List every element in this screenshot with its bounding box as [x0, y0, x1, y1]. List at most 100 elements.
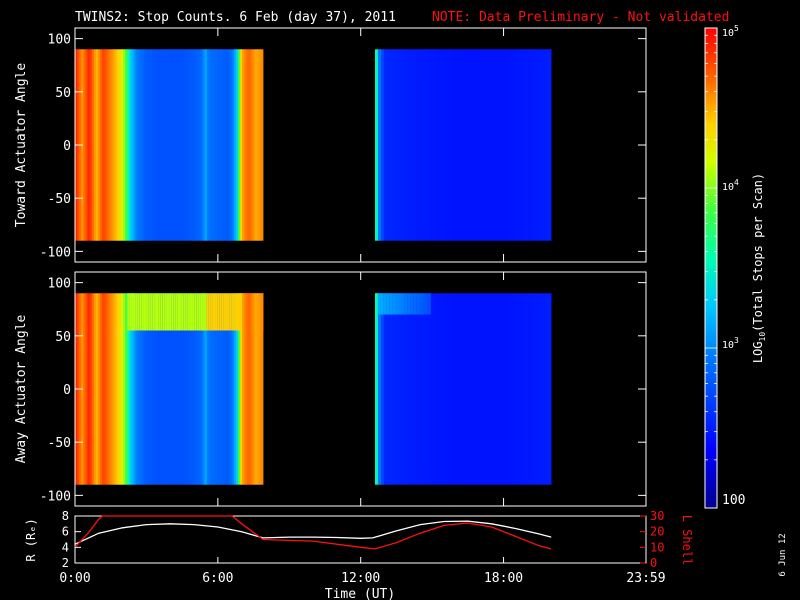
colorbar-tick-1e4: 104	[722, 178, 739, 193]
heatmap-cell	[229, 49, 233, 241]
heatmap-cell	[252, 293, 256, 331]
heatmap-cell	[89, 49, 93, 241]
heatmap-cell	[433, 293, 437, 485]
heatmap-cell	[204, 293, 207, 485]
heatmap-cell	[242, 49, 245, 241]
orbit-lines	[74, 515, 552, 550]
heatmap-cell	[192, 293, 195, 485]
heatmap-cell	[545, 293, 549, 485]
heatmap-cell	[200, 293, 203, 485]
heatmap-cell	[407, 49, 411, 241]
y-tick-label: 50	[55, 330, 71, 345]
heatmap-cell	[185, 293, 189, 485]
heatmap-cell	[501, 293, 505, 485]
heatmap-cell	[483, 49, 487, 241]
heatmap-cell	[380, 293, 385, 485]
y-tick-label: -100	[40, 245, 71, 260]
heatmap-cell	[152, 49, 155, 241]
heatmap-cell	[539, 49, 543, 241]
heatmap-cell	[407, 293, 411, 485]
x-tick-label: 0:00	[59, 571, 90, 586]
heatmap-cell	[246, 293, 249, 485]
heatmap-cell	[141, 293, 145, 331]
heatmap-cell	[171, 293, 174, 485]
heatmap-cell	[120, 49, 124, 241]
heatmap-cell	[116, 49, 120, 241]
heatmap-cell	[91, 293, 95, 485]
heatmap-cell	[179, 293, 182, 485]
heatmap-cell	[254, 293, 258, 331]
heatmap-cell	[386, 49, 390, 241]
heatmap-cell	[254, 293, 258, 485]
heatmap-cell	[545, 49, 549, 241]
heatmap-cell	[148, 293, 151, 485]
heatmap-cell	[139, 293, 143, 331]
heatmap-cell	[515, 49, 520, 241]
heatmap-cell	[463, 293, 467, 485]
heatmap-cell	[380, 293, 385, 315]
heatmap-cell	[244, 293, 247, 485]
heatmap-cell	[194, 293, 197, 485]
heatmap-cell	[427, 293, 432, 315]
heatmap-cell	[492, 293, 496, 485]
heatmap-cell	[466, 293, 470, 485]
heatmap-cell	[250, 49, 253, 241]
heatmap-cell	[515, 293, 520, 485]
heatmap-cell	[181, 293, 184, 485]
heatmap-cell	[200, 293, 203, 331]
heatmap-cell	[427, 293, 432, 485]
heatmap-cell	[389, 49, 393, 241]
heatmap-cell	[93, 293, 97, 485]
toward-angle-heatmap	[75, 49, 552, 241]
heatmap-cell	[498, 49, 502, 241]
heatmap-cell	[152, 293, 155, 331]
y-tick-label: 100	[48, 33, 71, 48]
heatmap-cell	[181, 293, 184, 331]
heatmap-cell	[392, 293, 396, 485]
heatmap-cell	[536, 49, 540, 241]
x-tick-label: 18:00	[484, 571, 523, 586]
heatmap-cell	[162, 293, 166, 331]
heatmap-cell	[233, 293, 237, 485]
heatmap-cell	[238, 293, 241, 485]
heatmap-cell	[419, 293, 423, 485]
heatmap-cell	[139, 293, 143, 485]
heatmap-cell	[392, 293, 396, 315]
heatmap-cell	[135, 293, 138, 331]
time-xlabel: Time (UT)	[325, 587, 395, 600]
heatmap-cell	[474, 293, 479, 485]
heatmap-cell	[507, 293, 511, 485]
heatmap-cell	[419, 293, 423, 315]
heatmap-cell	[430, 293, 435, 485]
heatmap-cell	[200, 49, 203, 241]
heatmap-cell	[204, 49, 207, 241]
heatmap-cell	[410, 293, 414, 485]
heatmap-cell	[137, 293, 141, 485]
heatmap-cell	[162, 293, 166, 485]
heatmap-cell	[254, 49, 258, 241]
heatmap-cell	[185, 293, 189, 331]
heatmap-cell	[258, 49, 262, 241]
heatmap-cell	[123, 293, 126, 485]
heatmap-cell	[175, 293, 178, 331]
heatmap-cell	[510, 49, 514, 241]
heatmap-cell	[246, 293, 249, 331]
heatmap-cell	[244, 293, 247, 331]
heatmap-cell	[471, 49, 476, 241]
heatmap-cell	[131, 293, 134, 485]
heatmap-cell	[492, 49, 496, 241]
heatmap-cell	[383, 293, 388, 485]
heatmap-cell	[150, 293, 153, 485]
heatmap-cell	[240, 49, 243, 241]
heatmap-cell	[395, 293, 399, 315]
heatmap-cell	[179, 293, 182, 331]
heatmap-cell	[501, 49, 505, 241]
heatmap-cell	[137, 293, 141, 331]
heatmap-cell	[256, 49, 260, 241]
y-tick-label: -50	[48, 436, 71, 451]
heatmap-cell	[389, 293, 393, 485]
x-tick-label: 23:59	[626, 571, 665, 586]
heatmap-cell	[148, 49, 151, 241]
